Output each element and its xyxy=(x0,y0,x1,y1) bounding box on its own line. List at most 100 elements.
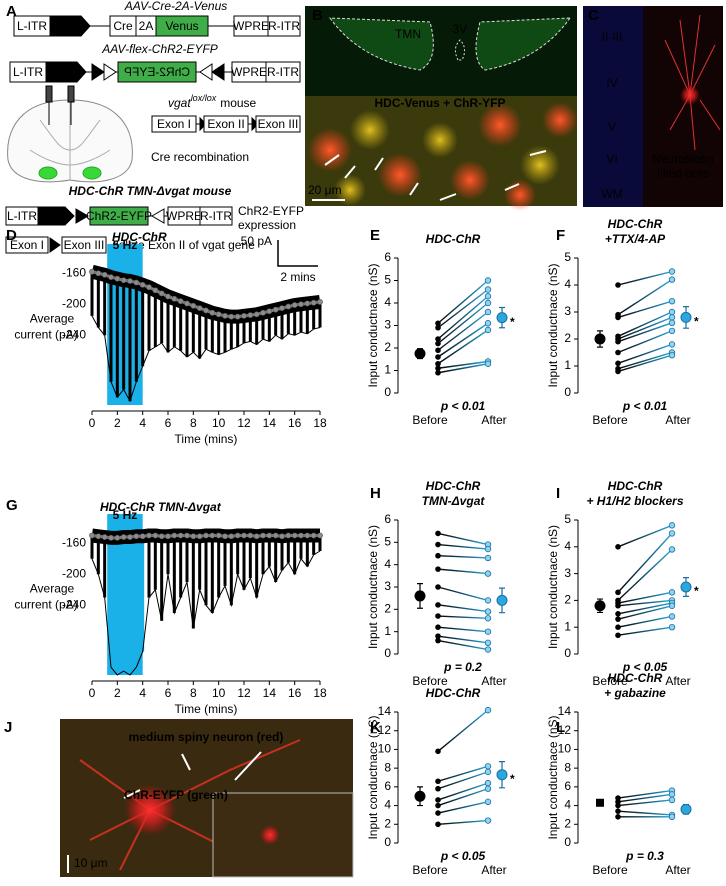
before-point xyxy=(435,797,441,803)
pair-line xyxy=(437,788,489,807)
before-point xyxy=(435,365,441,372)
mean-point xyxy=(260,532,266,539)
mean-point xyxy=(152,532,159,539)
step-label: Cre recombination xyxy=(151,150,249,164)
after-point xyxy=(484,798,492,806)
pair-line xyxy=(617,351,673,370)
element-box xyxy=(89,206,149,226)
mean-point xyxy=(146,284,152,291)
x-tick-label: Before xyxy=(412,413,448,427)
mean-point xyxy=(127,278,133,284)
pair-line xyxy=(437,771,489,790)
y-tick-label: 12 xyxy=(558,723,572,737)
p-value: p < 0.05 xyxy=(440,849,486,863)
x-tick-label: 18 xyxy=(313,416,327,430)
after-point xyxy=(668,268,676,275)
arrowheads xyxy=(324,150,547,201)
before-point xyxy=(615,624,621,630)
y-tick-label: 10 xyxy=(558,742,572,756)
trace-envelope xyxy=(91,315,321,403)
x-tick-label: After xyxy=(665,863,690,877)
mean-point xyxy=(139,533,146,540)
element-label: R-ITR xyxy=(268,19,300,33)
before-point xyxy=(435,624,441,630)
element-label: L-ITR xyxy=(7,209,37,223)
pair-line xyxy=(437,568,489,575)
pair-line xyxy=(617,810,673,816)
mean-point xyxy=(108,534,114,541)
tmn-outline xyxy=(475,17,572,71)
y-tick-label: 5 xyxy=(384,273,391,287)
after-point xyxy=(668,602,676,609)
mean-point xyxy=(241,532,247,539)
element-label: Exon III xyxy=(64,238,105,252)
before-point xyxy=(615,814,621,820)
after-point xyxy=(668,308,676,316)
mean-point xyxy=(184,532,190,539)
element-box xyxy=(117,61,197,83)
after-point xyxy=(484,308,492,316)
before-point xyxy=(435,584,441,590)
mean-point xyxy=(95,533,102,540)
mean-marker xyxy=(496,769,508,781)
mean-point xyxy=(133,279,140,286)
before-point xyxy=(435,336,441,342)
image-label: ChR-EYFP (green) xyxy=(124,788,228,802)
region-label: 3V xyxy=(453,22,468,36)
note: delete Exon II of vgat gene xyxy=(112,238,255,252)
chart-title: +TTX/4-AP xyxy=(605,232,666,246)
y-tick-label: 6 xyxy=(384,250,391,264)
mean-point xyxy=(260,309,266,316)
element-label: EF1a xyxy=(52,65,81,79)
after-point xyxy=(484,597,492,604)
mean-marker xyxy=(594,600,606,612)
pair-line xyxy=(617,354,673,373)
y-axis-label: Average xyxy=(30,312,75,326)
panel-letter: A xyxy=(6,3,17,20)
element-label: L-ITR xyxy=(13,65,43,79)
mean-point xyxy=(279,533,285,540)
element-label: CBA xyxy=(58,19,83,33)
y-tick-label: 2 xyxy=(564,331,571,345)
pair-line xyxy=(437,311,489,351)
mean-point xyxy=(89,532,95,539)
mean-point xyxy=(228,313,235,320)
mean-point xyxy=(285,303,292,310)
mean-point xyxy=(272,306,279,313)
before-point xyxy=(435,637,441,644)
before-point xyxy=(615,282,621,288)
y-tick-label: 2 xyxy=(564,816,571,830)
y-tick-label: 8 xyxy=(564,760,571,774)
promoter xyxy=(45,61,87,83)
y-tick-label: 8 xyxy=(384,760,391,774)
before-point xyxy=(615,808,621,814)
pair-line xyxy=(617,602,673,615)
panel-letter: C xyxy=(588,7,599,24)
neuron xyxy=(124,784,176,836)
pair-line xyxy=(437,279,489,324)
chart-title: HDC-ChR xyxy=(426,686,481,700)
mean-point xyxy=(114,275,121,282)
mean-marker xyxy=(414,790,426,802)
x-tick-label: 6 xyxy=(165,686,172,700)
y-tick-label: 0 xyxy=(384,385,391,399)
mean-point xyxy=(158,290,165,297)
mean-point xyxy=(266,532,273,539)
layer-label: VI xyxy=(606,152,617,166)
panel-letter: D xyxy=(6,227,17,244)
y-tick-label: 3 xyxy=(564,304,571,318)
mean-point xyxy=(120,534,127,540)
mean-point xyxy=(310,299,317,306)
mean-point xyxy=(215,311,222,318)
pair-line xyxy=(617,626,673,636)
before-point xyxy=(435,354,441,360)
element-label: 2A xyxy=(139,19,154,33)
pair-line xyxy=(617,270,673,286)
mean-point xyxy=(285,532,292,539)
element-label: Cre xyxy=(113,19,133,33)
p-value: p = 0.3 xyxy=(625,849,664,863)
after-point xyxy=(668,530,676,537)
after-point xyxy=(484,779,492,787)
mouse-label-part: lox/lox xyxy=(191,93,217,103)
mouse-label-part: vgat xyxy=(168,96,191,110)
